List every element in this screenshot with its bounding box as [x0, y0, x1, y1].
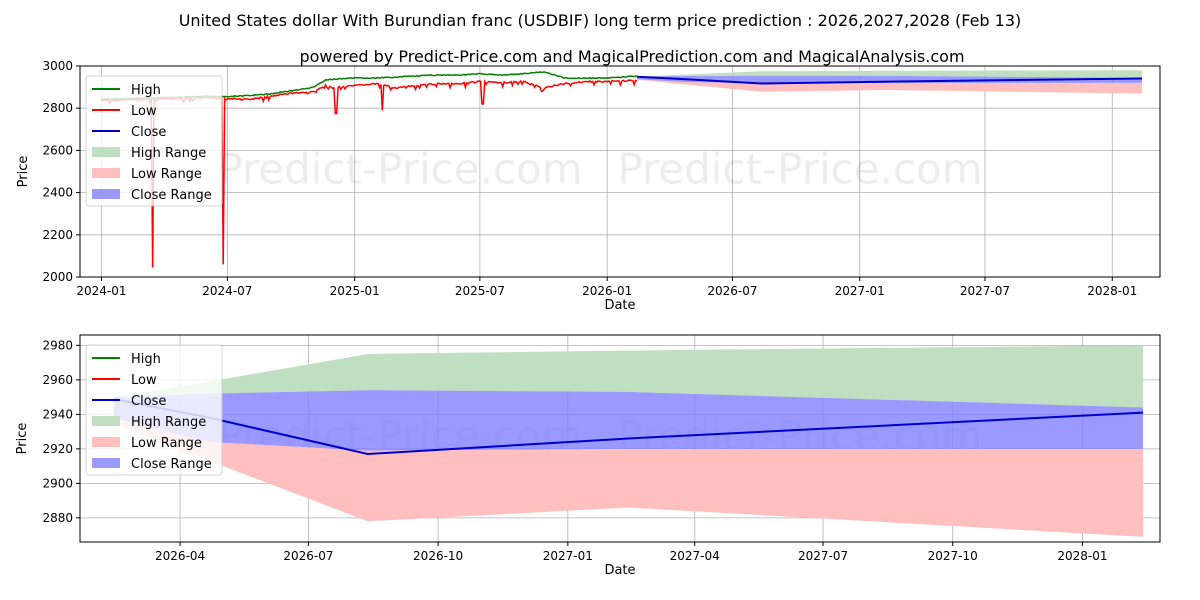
y-axis-label: Price — [15, 423, 30, 455]
low-range-band — [113, 414, 1144, 537]
high-range-band — [636, 70, 1143, 78]
y-tick-label: 2940 — [42, 407, 73, 421]
plot-area — [101, 70, 1143, 268]
x-tick-label: 2027-01 — [835, 284, 885, 298]
x-tick-label: 2026-04 — [155, 549, 205, 563]
x-tick-label: 2027-07 — [960, 284, 1010, 298]
x-axis-label: Date — [604, 298, 635, 313]
plot-frame — [79, 65, 1161, 278]
legend-label: Low — [131, 373, 157, 388]
y-tick-label: 2000 — [42, 270, 73, 284]
legend-label: High — [131, 83, 161, 98]
legend-label: Low — [131, 104, 157, 119]
legend: High Low Close High Range Low Range Close Ran… — [85, 344, 223, 476]
y-axis-label: Price — [16, 156, 31, 188]
y-tick-label: 2200 — [42, 228, 73, 242]
close-range-band — [636, 75, 1143, 84]
close-line — [636, 75, 1143, 85]
legend-swatch-low-range — [92, 437, 120, 447]
legend-swatch-high-range — [92, 147, 120, 157]
x-tick-label: 2027-04 — [670, 549, 720, 563]
y-tick-label: 2800 — [42, 101, 73, 115]
x-tick-label: 2025-07 — [455, 284, 505, 298]
close-range-band — [113, 390, 1144, 451]
legend-label: Close Range — [131, 457, 212, 472]
legend-swatch-close-range — [92, 189, 120, 199]
legend-label: Close — [131, 394, 166, 409]
y-tick-label: 3000 — [42, 59, 73, 73]
x-tick-label: 2027-07 — [798, 549, 848, 563]
low-range-band — [636, 78, 1143, 94]
x-tick-label: 2026-01 — [582, 284, 632, 298]
x-tick-label: 2028-01 — [1057, 549, 1107, 563]
chart-subtitle: powered by Predict-Price.com and Magical… — [299, 47, 964, 66]
x-tick-label: 2026-07 — [707, 284, 757, 298]
legend-label: Low Range — [131, 167, 202, 182]
y-tick-label: 2600 — [42, 143, 73, 157]
legend-label: High Range — [131, 415, 206, 430]
legend-label: Close — [131, 125, 166, 140]
x-tick-label: 2026-10 — [413, 549, 463, 563]
y-tick-label: 2960 — [42, 373, 73, 387]
x-tick-label: 2024-07 — [202, 284, 252, 298]
legend-swatch-low-range — [92, 168, 120, 178]
x-tick-label: 2026-07 — [283, 549, 333, 563]
legend: High Low Close High Range Low Range Close Ran… — [85, 75, 223, 207]
y-tick-label: 2880 — [42, 511, 73, 525]
upper-chart: 2024-01 2024-07 2025-01 2025-07 2026-01 2026-… — [16, 59, 1161, 313]
x-tick-label: 2024-01 — [76, 284, 126, 298]
legend-label: Close Range — [131, 188, 212, 203]
legend-swatch-close-range — [92, 458, 120, 468]
legend-label: High Range — [131, 146, 206, 161]
watermark: Predict-Price.com — [217, 145, 582, 194]
y-tick-label: 2900 — [42, 476, 73, 490]
legend-label: Low Range — [131, 436, 202, 451]
watermark: Predict-Price.com — [617, 145, 982, 194]
chart-title: United States dollar With Burundian fran… — [179, 11, 1022, 30]
legend-label: High — [131, 352, 161, 367]
y-tick-label: 2980 — [42, 338, 73, 352]
legend-swatch-high-range — [92, 416, 120, 426]
plot-frame — [79, 334, 1161, 543]
x-tick-label: 2027-01 — [543, 549, 593, 563]
high-range-band — [113, 345, 1144, 408]
x-tick-label: 2027-10 — [928, 549, 978, 563]
x-axis-label: Date — [604, 563, 635, 578]
x-tick-label: 2028-01 — [1087, 284, 1137, 298]
lower-chart: 2026-04 2026-07 2026-10 2027-01 2027-04 2027-… — [15, 334, 1161, 578]
y-tick-label: 2400 — [42, 186, 73, 200]
y-tick-label: 2920 — [42, 442, 73, 456]
x-tick-label: 2025-01 — [330, 284, 380, 298]
plot-area — [113, 345, 1144, 537]
